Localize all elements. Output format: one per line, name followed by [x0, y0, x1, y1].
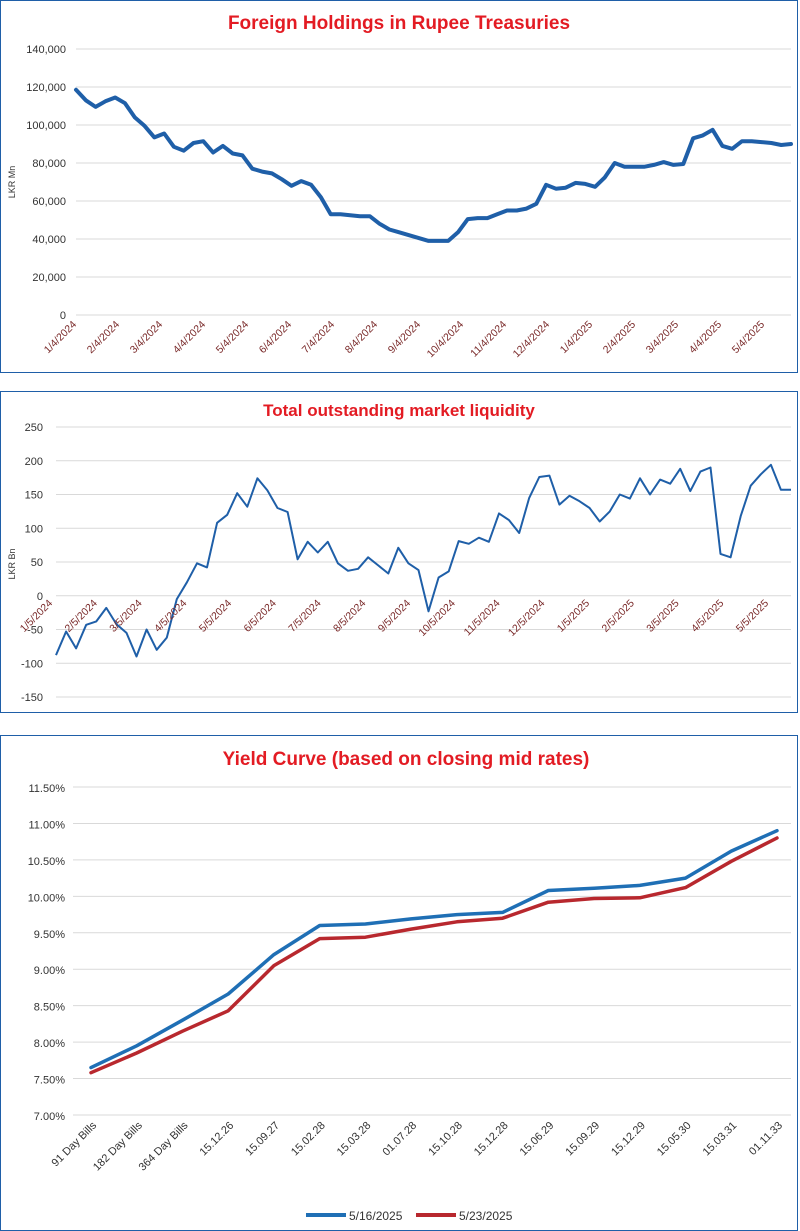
x-tick-label: 01.11.33: [747, 1120, 785, 1158]
series-line-foreign-holdings: [74, 87, 793, 243]
y-tick-label: 8.50%: [34, 1002, 65, 1014]
foreign-holdings-chart-panel: Foreign Holdings in Rupee Treasuries LKR …: [0, 0, 798, 373]
y-tick-label: 80,000: [32, 158, 66, 170]
y-tick-label: 250: [25, 422, 43, 434]
x-tick-label: 3/4/2024: [128, 319, 165, 356]
x-tick-label: 11/4/2024: [468, 319, 509, 360]
y-tick-label: 140,000: [26, 44, 66, 56]
x-tick-label: 11/5/2024: [462, 597, 503, 638]
y-tick-label: 9.00%: [34, 965, 65, 977]
x-tick-label: 10/5/2024: [416, 597, 458, 639]
x-tick-label: 6/4/2024: [257, 319, 294, 356]
y-tick-label: 120,000: [26, 82, 66, 94]
y-tick-label: 0: [60, 310, 66, 322]
foreign-holdings-chart: Foreign Holdings in Rupee Treasuries LKR …: [7, 13, 793, 361]
y-axis-label: LKR Mn: [7, 166, 17, 199]
x-tick-label: 7/4/2024: [300, 319, 337, 356]
y-tick-label: 9.50%: [34, 929, 65, 941]
y-tick-label: 7.00%: [34, 1111, 65, 1123]
x-tick-label: 3/4/2025: [644, 319, 681, 356]
legend-label: 5/23/2025: [459, 1209, 513, 1223]
y-tick-label: 20,000: [32, 272, 66, 284]
x-tick-label: 15.09.29: [563, 1120, 602, 1159]
x-tick-label: 2/4/2025: [601, 319, 638, 356]
y-axis-label: LKR Bn: [7, 548, 17, 579]
x-tick-label: 9/4/2024: [386, 319, 423, 356]
series-line-market-liquidity: [55, 463, 791, 658]
x-tick-label: 5/4/2025: [730, 319, 767, 356]
y-tick-label: 10.00%: [28, 892, 66, 904]
x-tick-label: 15.10.28: [426, 1120, 465, 1159]
y-tick-label: 7.50%: [34, 1075, 65, 1087]
chart-title: Total outstanding market liquidity: [263, 401, 535, 420]
x-tick-label: 10/4/2024: [425, 319, 467, 361]
x-tick-label: 5/4/2024: [214, 319, 251, 356]
y-tick-label: 8.00%: [34, 1038, 65, 1050]
y-tick-label: 40,000: [32, 234, 66, 246]
y-tick-label: 50: [31, 557, 43, 569]
x-tick-label: 15.12.26: [198, 1120, 237, 1159]
x-tick-label: 4/4/2024: [171, 319, 208, 356]
x-tick-label: 1/4/2024: [42, 319, 79, 356]
market-liquidity-chart-panel: Total outstanding market liquidity LKR Bn…: [0, 391, 798, 713]
x-tick-label: 15.12.29: [609, 1120, 648, 1159]
series-line-1: [89, 836, 779, 1075]
y-tick-label: 60,000: [32, 196, 66, 208]
x-tick-label: 4/4/2025: [687, 319, 724, 356]
x-tick-label: 01.07.28: [380, 1120, 419, 1159]
x-tick-label: 15.03.31: [701, 1120, 740, 1159]
market-liquidity-chart: Total outstanding market liquidity LKR Bn…: [7, 401, 791, 704]
x-tick-label: 91 Day Bills: [50, 1119, 100, 1169]
y-tick-label: -150: [21, 692, 43, 704]
chart-title: Yield Curve (based on closing mid rates): [223, 749, 590, 770]
x-tick-label: 12/5/2024: [506, 597, 548, 639]
y-tick-label: 100,000: [26, 120, 66, 132]
x-tick-label: 1/4/2025: [558, 319, 595, 356]
x-tick-label: 12/4/2024: [511, 319, 553, 361]
y-tick-label: 0: [37, 591, 43, 603]
yield-curve-chart-panel: Yield Curve (based on closing mid rates)…: [0, 735, 798, 1231]
y-tick-label: 11.00%: [29, 819, 66, 831]
y-tick-label: 150: [25, 490, 43, 502]
x-tick-label: 2/4/2024: [85, 319, 122, 356]
y-tick-label: 10.50%: [28, 856, 66, 868]
x-tick-label: 15.05.30: [655, 1120, 694, 1159]
x-tick-label: 15.12.28: [472, 1120, 511, 1159]
y-tick-label: 11.50%: [29, 783, 66, 795]
x-tick-label: 15.09.27: [243, 1120, 282, 1159]
y-tick-label: -100: [21, 658, 43, 670]
legend-label: 5/16/2025: [349, 1209, 403, 1223]
series-line-0: [89, 828, 779, 1070]
y-tick-label: 200: [25, 456, 43, 468]
y-tick-label: 100: [25, 523, 43, 535]
y-tick-label: -50: [27, 625, 43, 637]
x-tick-label: 364 Day Bills: [137, 1119, 191, 1173]
x-tick-label: 8/4/2024: [343, 319, 380, 356]
yield-curve-chart: Yield Curve (based on closing mid rates)…: [28, 749, 791, 1223]
x-tick-label: 15.06.29: [518, 1120, 557, 1159]
x-tick-label: 15.02.28: [289, 1120, 328, 1159]
x-tick-label: 15.03.28: [335, 1120, 374, 1159]
chart-title: Foreign Holdings in Rupee Treasuries: [228, 13, 570, 34]
